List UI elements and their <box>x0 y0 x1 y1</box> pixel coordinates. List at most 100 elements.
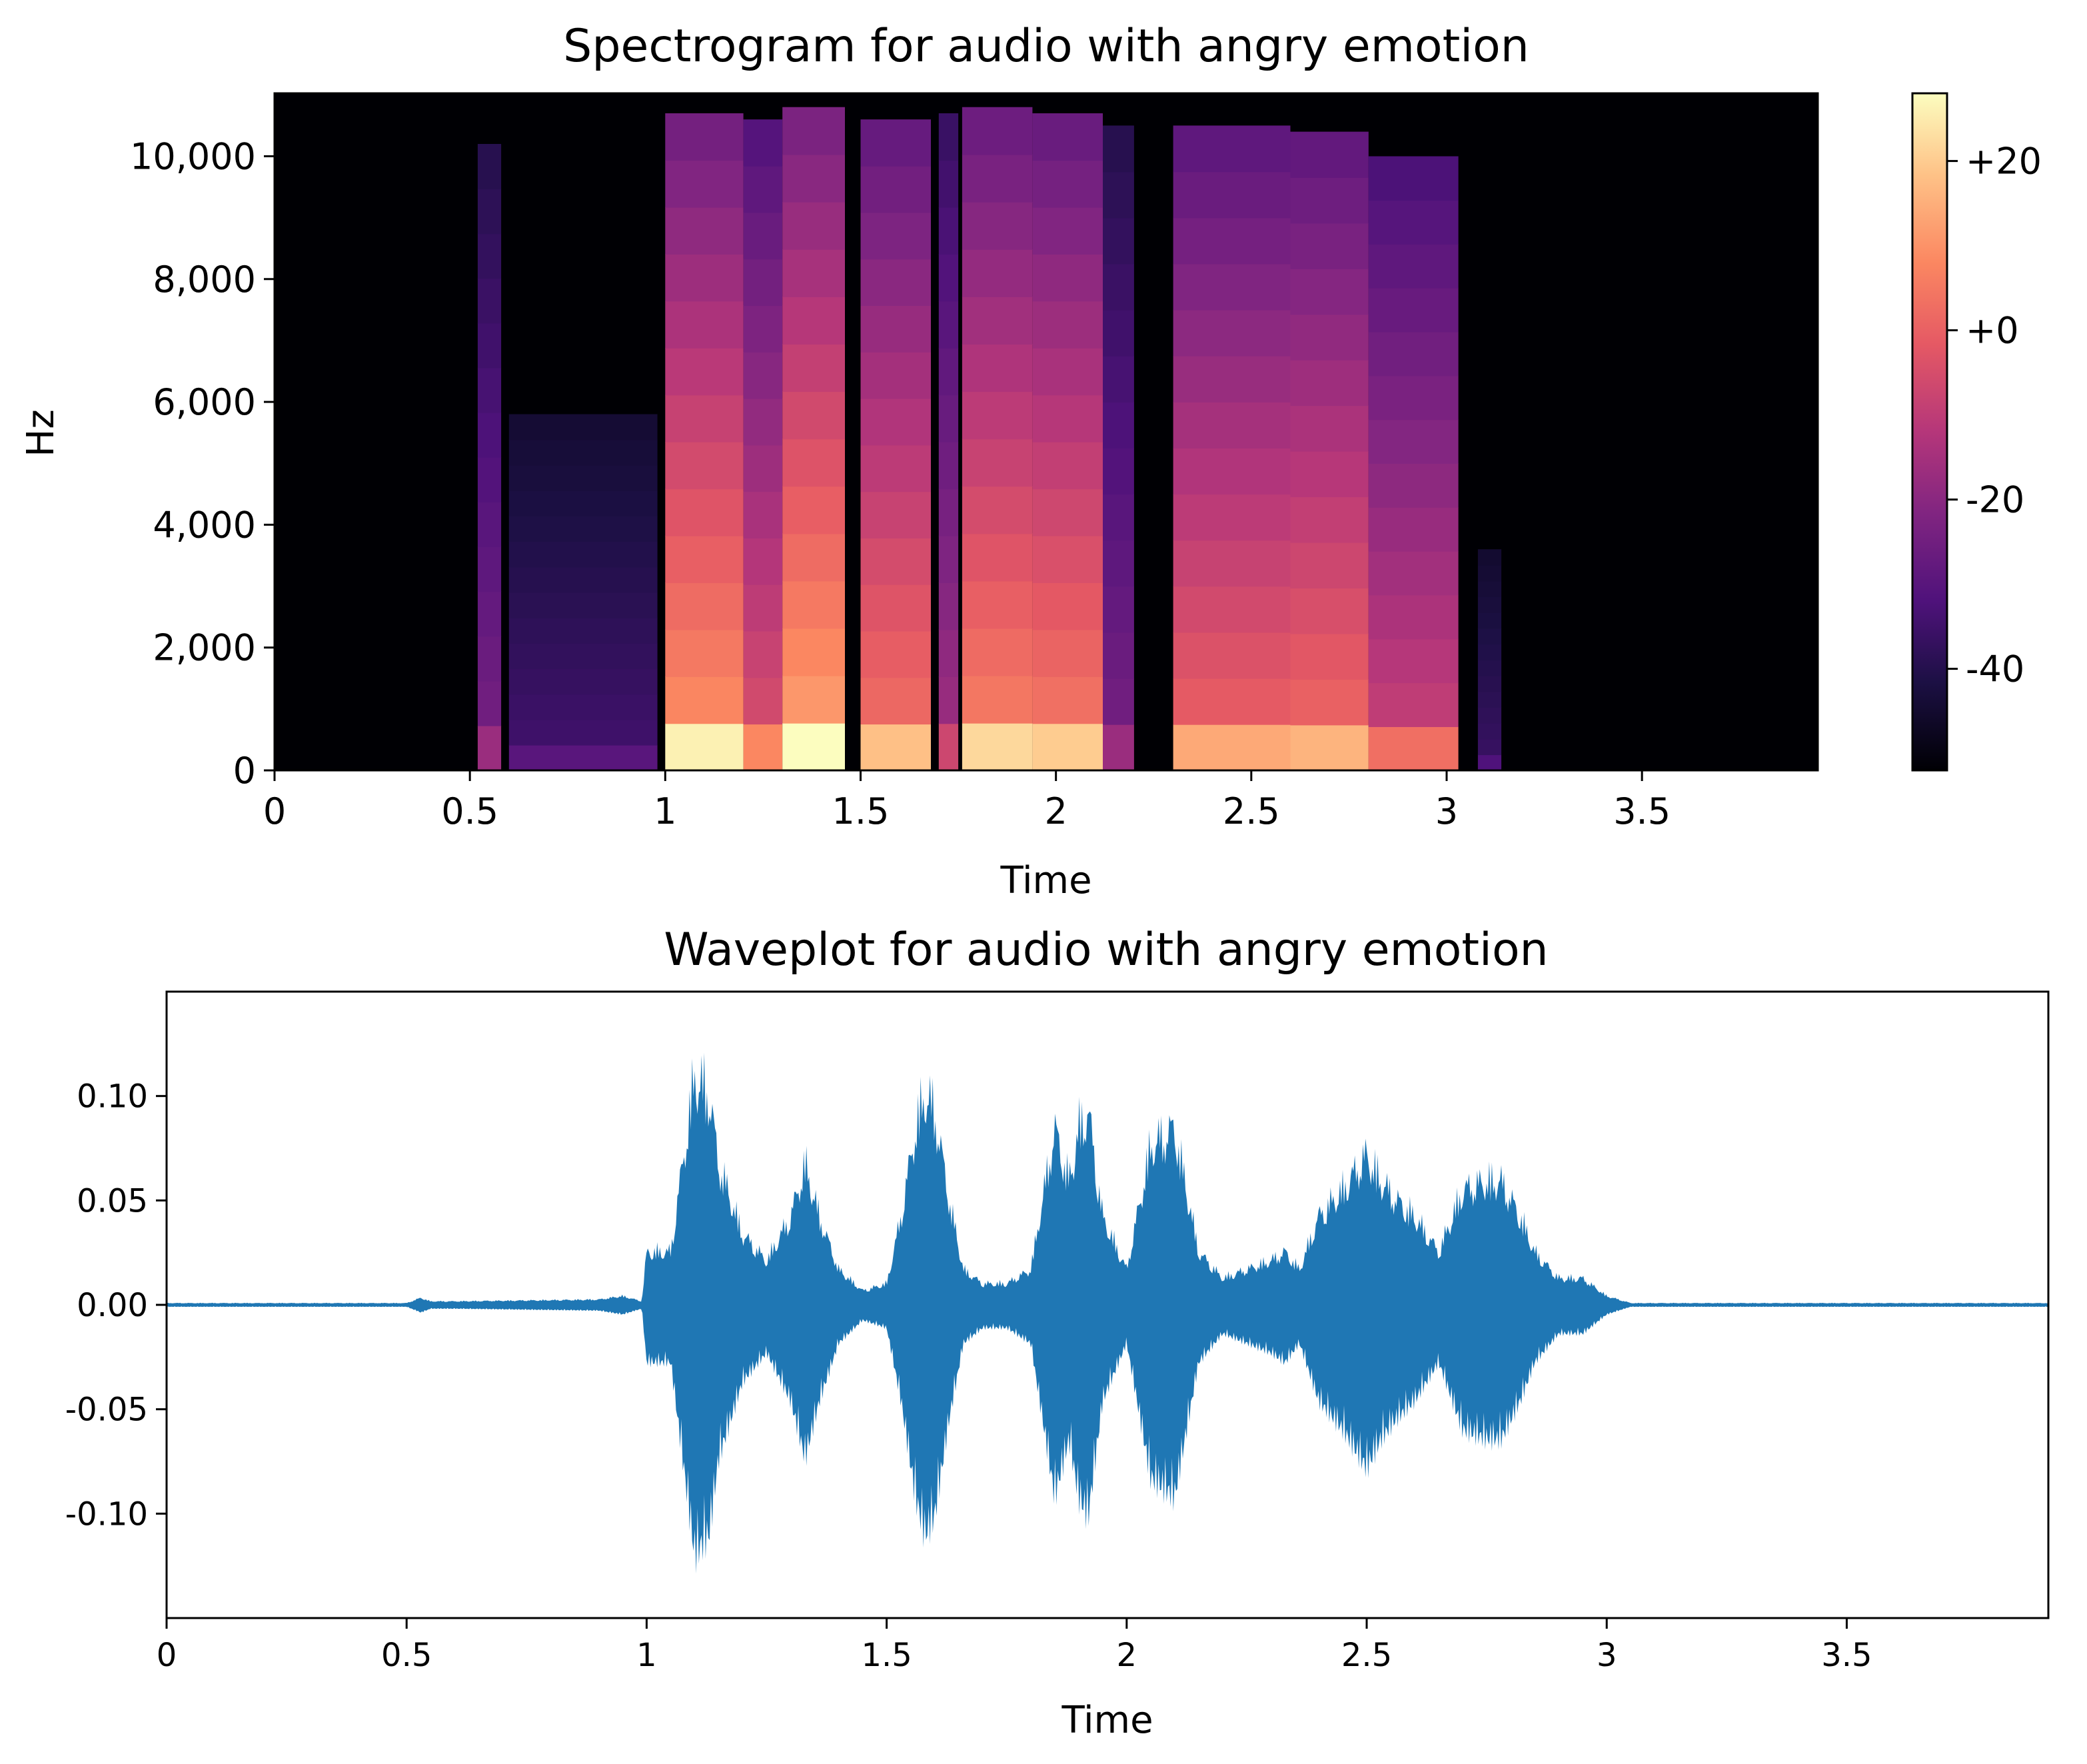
spectrogram-segment-band <box>938 160 959 208</box>
spectrogram-segment-band <box>477 412 502 458</box>
spectrogram-segment-band <box>1368 682 1459 727</box>
waveplot-x-ticks: 0 0.5 1 1.5 2 2.5 3 3.5 <box>157 1618 1872 1674</box>
spectrogram-segment-band <box>860 212 931 260</box>
spectrogram-segment-band <box>477 680 502 726</box>
waveplot-y-tick-label: 0.00 <box>77 1287 148 1324</box>
spectrogram-segment-band <box>860 677 931 725</box>
spectrogram-segment-band <box>1173 632 1291 679</box>
spectrogram-segment-band <box>1103 632 1134 679</box>
spectrogram-segment-band <box>743 165 783 213</box>
spectrogram-segment-band <box>1032 113 1103 161</box>
spectrogram-segment-band <box>1103 678 1134 725</box>
spectrogram-chart: Spectrogram for audio with angry emotion… <box>19 20 2042 902</box>
waveplot-x-tick-label: 1.5 <box>861 1637 912 1674</box>
spectrogram-segment-band <box>665 160 744 208</box>
spectrogram-segment-band <box>1477 596 1502 613</box>
spectrogram-segment-band <box>665 254 744 302</box>
spectrogram-segment-band <box>1173 494 1291 541</box>
waveplot-x-tick-label: 1 <box>636 1637 657 1674</box>
spectrogram-segment-band <box>1368 507 1459 552</box>
spectrogram-segment-band <box>1290 542 1369 588</box>
spectrogram-segment-band <box>743 630 783 678</box>
spectrogram-segment-band <box>477 323 502 369</box>
spectrogram-segment-band <box>1173 309 1291 357</box>
spectrogram-segment-band <box>782 297 845 345</box>
spectrogram-segment-band <box>938 207 959 255</box>
spectrogram-segment-band <box>962 297 1033 345</box>
spectrogram-x-tick-label: 2 <box>1044 790 1067 832</box>
spectrogram-segment-band <box>1032 488 1103 536</box>
spectrogram-segment-band <box>938 442 959 490</box>
spectrogram-segment-band <box>782 107 845 155</box>
spectrogram-segment-band <box>962 154 1033 203</box>
waveplot-x-tick-label: 0 <box>157 1637 177 1674</box>
spectrogram-segment-band <box>665 676 744 724</box>
spectrogram-segment-band <box>1290 359 1369 407</box>
spectrogram-segment-band <box>508 414 658 441</box>
spectrogram-segment-band <box>1103 309 1134 357</box>
spectrogram-segment-band <box>743 398 783 446</box>
spectrogram-segment-band <box>1477 644 1502 660</box>
spectrogram-segment-band <box>938 676 959 724</box>
spectrogram-segment-band <box>1173 356 1291 403</box>
spectrogram-segment-band <box>938 395 959 442</box>
spectrogram-segment-band <box>508 439 658 466</box>
spectrogram-segment-band <box>938 254 959 302</box>
spectrogram-segment-band <box>1477 754 1502 770</box>
spectrogram-segment-band <box>962 249 1033 297</box>
spectrogram-segment-band <box>665 207 744 255</box>
spectrogram-segment-band <box>508 719 658 746</box>
spectrogram-segment-band <box>1290 177 1369 224</box>
spectrogram-segment-band <box>962 391 1033 440</box>
spectrogram-segment-band <box>1103 402 1134 448</box>
spectrogram-segment-band <box>962 628 1033 676</box>
spectrogram-segment-band <box>665 629 744 677</box>
spectrogram-segment-band <box>860 352 931 399</box>
spectrogram-segment-band <box>1477 707 1502 724</box>
spectrogram-segment-band <box>938 582 959 630</box>
spectrogram-segment-band <box>1173 402 1291 448</box>
spectrogram-segment-band <box>665 113 744 161</box>
spectrogram-segment-band <box>782 533 845 582</box>
spectrogram-segment-band <box>1290 633 1369 680</box>
spectrogram-segment-band <box>743 584 783 632</box>
spectrogram-frame <box>273 92 1819 772</box>
spectrogram-segment-band <box>938 723 959 770</box>
spectrogram-segment-band <box>743 212 783 260</box>
spectrogram-segment-band <box>1103 356 1134 403</box>
spectrogram-x-ticks: 0 0.5 1 1.5 2 2.5 3 3.5 <box>263 770 1671 832</box>
waveplot-y-tick-label: 0.10 <box>77 1078 148 1116</box>
spectrogram-segment-band <box>508 668 658 695</box>
spectrogram-segment-band <box>477 457 502 502</box>
spectrogram-segment-band <box>1032 348 1103 396</box>
spectrogram-segment-band <box>665 488 744 536</box>
spectrogram-segment-band <box>1477 738 1502 756</box>
spectrogram-segment-band <box>1103 171 1134 219</box>
spectrogram-segment-band <box>1173 724 1291 770</box>
spectrogram-segment-band <box>477 367 502 413</box>
spectrogram-segments <box>477 107 1502 770</box>
spectrogram-y-tick-label: 4,000 <box>153 504 256 546</box>
spectrogram-segment-band <box>1032 301 1103 349</box>
spectrogram-segment-band <box>1368 463 1459 508</box>
spectrogram-segment-band <box>1173 171 1291 219</box>
spectrogram-segment-band <box>1290 724 1369 770</box>
spectrogram-segment-band <box>1368 244 1459 289</box>
spectrogram-y-axis-label: Hz <box>19 409 63 457</box>
spectrogram-segment-band <box>962 580 1033 629</box>
spectrogram-segment-band <box>665 582 744 630</box>
waveplot-x-axis-label: Time <box>1061 1699 1153 1742</box>
spectrogram-segment-band <box>1103 263 1134 311</box>
spectrogram-segment-band <box>1032 629 1103 677</box>
spectrogram-segment-band <box>477 502 502 548</box>
spectrogram-segment-band <box>1477 580 1502 598</box>
spectrogram-segment-band <box>938 629 959 677</box>
spectrogram-segment-band <box>1368 419 1459 464</box>
waveplot-y-tick-label: -0.10 <box>65 1495 148 1533</box>
spectrogram-x-tick-label: 2.5 <box>1223 790 1280 832</box>
spectrogram-segment-band <box>1103 586 1134 633</box>
spectrogram-segment-band <box>860 165 931 213</box>
spectrogram-segment-band <box>1173 448 1291 495</box>
